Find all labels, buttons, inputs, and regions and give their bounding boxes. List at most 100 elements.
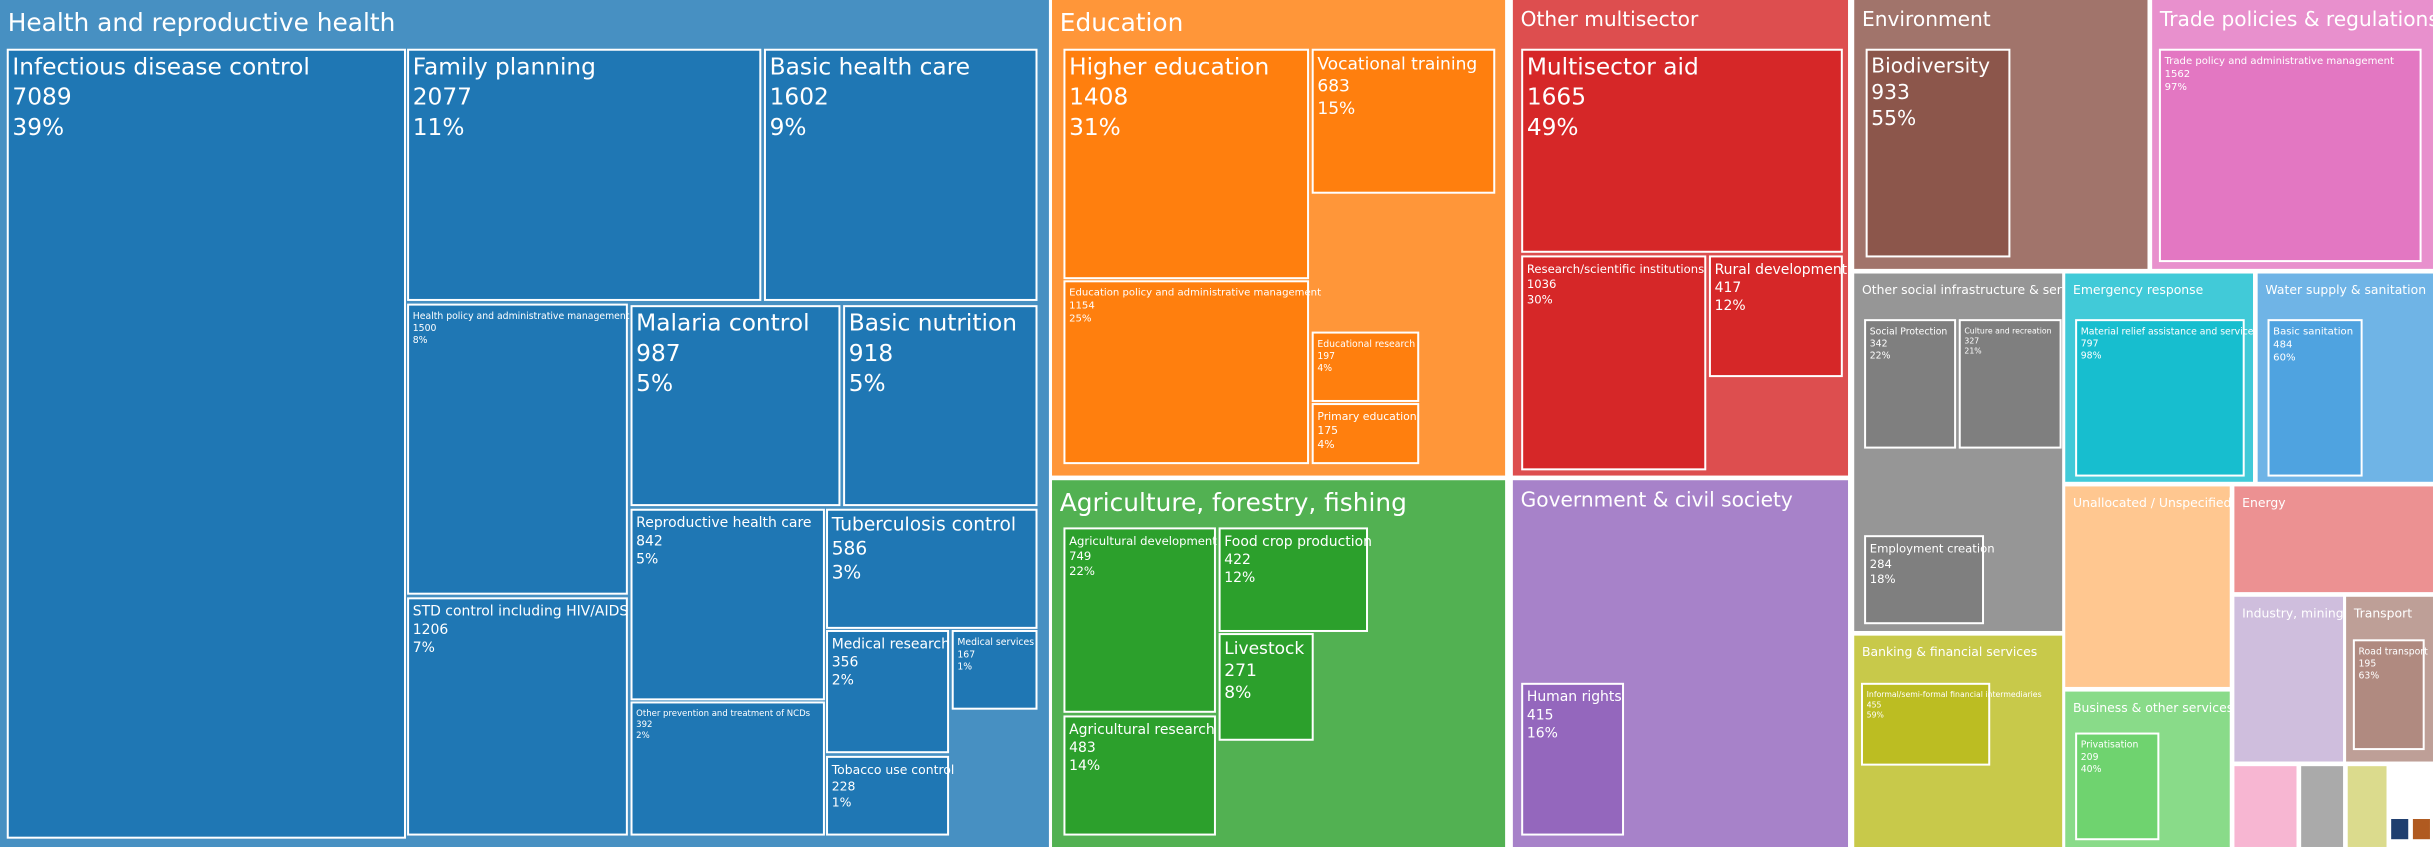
leaf-value: 484 (2273, 339, 2292, 350)
group-title: Government & civil society (1521, 487, 1793, 511)
leaf-value: 167 (957, 649, 975, 660)
leaf-tile (1521, 682, 1625, 836)
leaf-tile (951, 629, 1038, 710)
leaf-share: 8% (1224, 683, 1251, 703)
leaf-name: Other prevention and treatment of NCDs (636, 709, 810, 719)
group-tile (2234, 596, 2344, 762)
group-title: Transport (2353, 605, 2412, 620)
leaf-share: 31% (1069, 114, 1121, 141)
leaf-share: 9% (770, 114, 807, 141)
leaf-share: 2% (636, 731, 650, 741)
leaf-name: Basic sanitation (2273, 326, 2353, 337)
small-tile (2391, 819, 2409, 840)
leaf-share: 2% (832, 673, 854, 689)
leaf-share: 55% (1871, 106, 1916, 130)
leaf-tile (826, 629, 950, 754)
group-title: Education (1060, 8, 1184, 37)
leaf-tile (1864, 319, 1957, 449)
leaf-name: Food crop production (1224, 534, 1372, 550)
leaf-name: Family planning (413, 53, 596, 80)
leaf-value: 195 (2359, 659, 2377, 670)
leaf-value: 1206 (413, 622, 449, 638)
leaf-value: 683 (1317, 77, 1350, 97)
leaf-value: 987 (636, 340, 680, 367)
leaf-value: 797 (2081, 338, 2099, 349)
leaf-value: 1154 (1069, 301, 1095, 312)
leaf-name: Educational research (1317, 339, 1415, 350)
leaf-value: 918 (849, 340, 893, 367)
leaf-tile (1958, 319, 2062, 449)
leaf-tile (826, 755, 950, 836)
leaf-name: Reproductive health care (636, 515, 811, 531)
leaf-tile (1521, 48, 1843, 253)
leaf-tile (2267, 319, 2363, 477)
leaf-value: 415 (1527, 707, 1554, 723)
leaf-name: Vocational training (1317, 55, 1477, 75)
leaf-share: 16% (1527, 725, 1558, 741)
leaf-tile (1063, 527, 1216, 713)
leaf-share: 12% (1715, 298, 1746, 314)
leaf-tile (843, 305, 1038, 507)
leaf-share: 8% (413, 335, 428, 346)
leaf-value: 417 (1715, 280, 1742, 296)
leaf-tile (630, 508, 825, 701)
leaf-name: Education policy and administrative mana… (1069, 287, 1321, 298)
leaf-name: Tobacco use control (831, 762, 955, 777)
leaf-name: Rural development (1715, 262, 1848, 278)
leaf-share: 98% (2081, 351, 2102, 362)
leaf-tile (1063, 280, 1310, 465)
group-title: Energy (2242, 495, 2285, 510)
leaf-tile (1865, 48, 2011, 258)
leaf-value: 1665 (1527, 84, 1586, 111)
leaf-share: 15% (1317, 99, 1355, 119)
leaf-name: Malaria control (636, 310, 809, 337)
leaf-name: Agricultural development (1069, 534, 1217, 548)
leaf-share: 12% (1224, 570, 1255, 586)
leaf-share: 4% (1317, 363, 1332, 374)
leaf-tile (1708, 255, 1843, 378)
leaf-tile (630, 701, 825, 836)
leaf-name: Livestock (1224, 639, 1304, 659)
leaf-share: 5% (636, 370, 673, 397)
leaf-name: Culture and recreation (1964, 327, 2051, 336)
leaf-tile (2075, 319, 2245, 477)
leaf-name: Road transport (2359, 646, 2429, 657)
leaf-value: 483 (1069, 740, 1096, 756)
leaf-name: Multisector aid (1527, 53, 1699, 80)
leaf-name: Primary education (1317, 410, 1416, 423)
leaf-share: 25% (1069, 314, 1092, 325)
leaf-tile (2352, 639, 2425, 751)
leaf-name: Material relief assistance and services (2081, 326, 2259, 337)
leaf-tile (1218, 633, 1314, 741)
group-title: Environment (1862, 7, 1991, 31)
leaf-share: 1% (832, 794, 852, 809)
leaf-value: 342 (1870, 338, 1888, 349)
leaf-value: 1408 (1069, 84, 1128, 111)
group-tile (2234, 486, 2433, 593)
leaf-name: Health policy and administrative managem… (413, 311, 630, 322)
leaf-value: 1500 (413, 323, 437, 334)
leaf-tile (1218, 527, 1369, 632)
leaf-value: 2077 (413, 84, 472, 111)
leaf-value: 356 (832, 654, 859, 670)
small-tile (2412, 819, 2430, 840)
leaf-value: 228 (832, 778, 856, 793)
group-title: Other multisector (1521, 7, 1699, 31)
leaf-tile (1063, 48, 1310, 280)
leaf-tile (1311, 403, 1420, 465)
group-title: Unallocated / Unspecified (2073, 495, 2231, 510)
leaf-share: 5% (636, 551, 658, 567)
leaf-value: 197 (1317, 351, 1335, 362)
leaf-tile (1311, 331, 1420, 402)
group-title: Business & other services (2073, 700, 2233, 715)
leaf-value: 209 (2081, 752, 2099, 763)
group-title: Health and reproductive health (8, 8, 396, 37)
leaf-name: Trade policy and administrative manageme… (2164, 56, 2394, 67)
small-tile (2301, 766, 2344, 847)
leaf-share: 49% (1527, 114, 1579, 141)
leaf-value: 933 (1871, 80, 1909, 104)
leaf-name: Privatisation (2081, 740, 2139, 751)
leaf-name: Employment creation (1870, 542, 1995, 556)
leaf-tile (407, 597, 628, 836)
